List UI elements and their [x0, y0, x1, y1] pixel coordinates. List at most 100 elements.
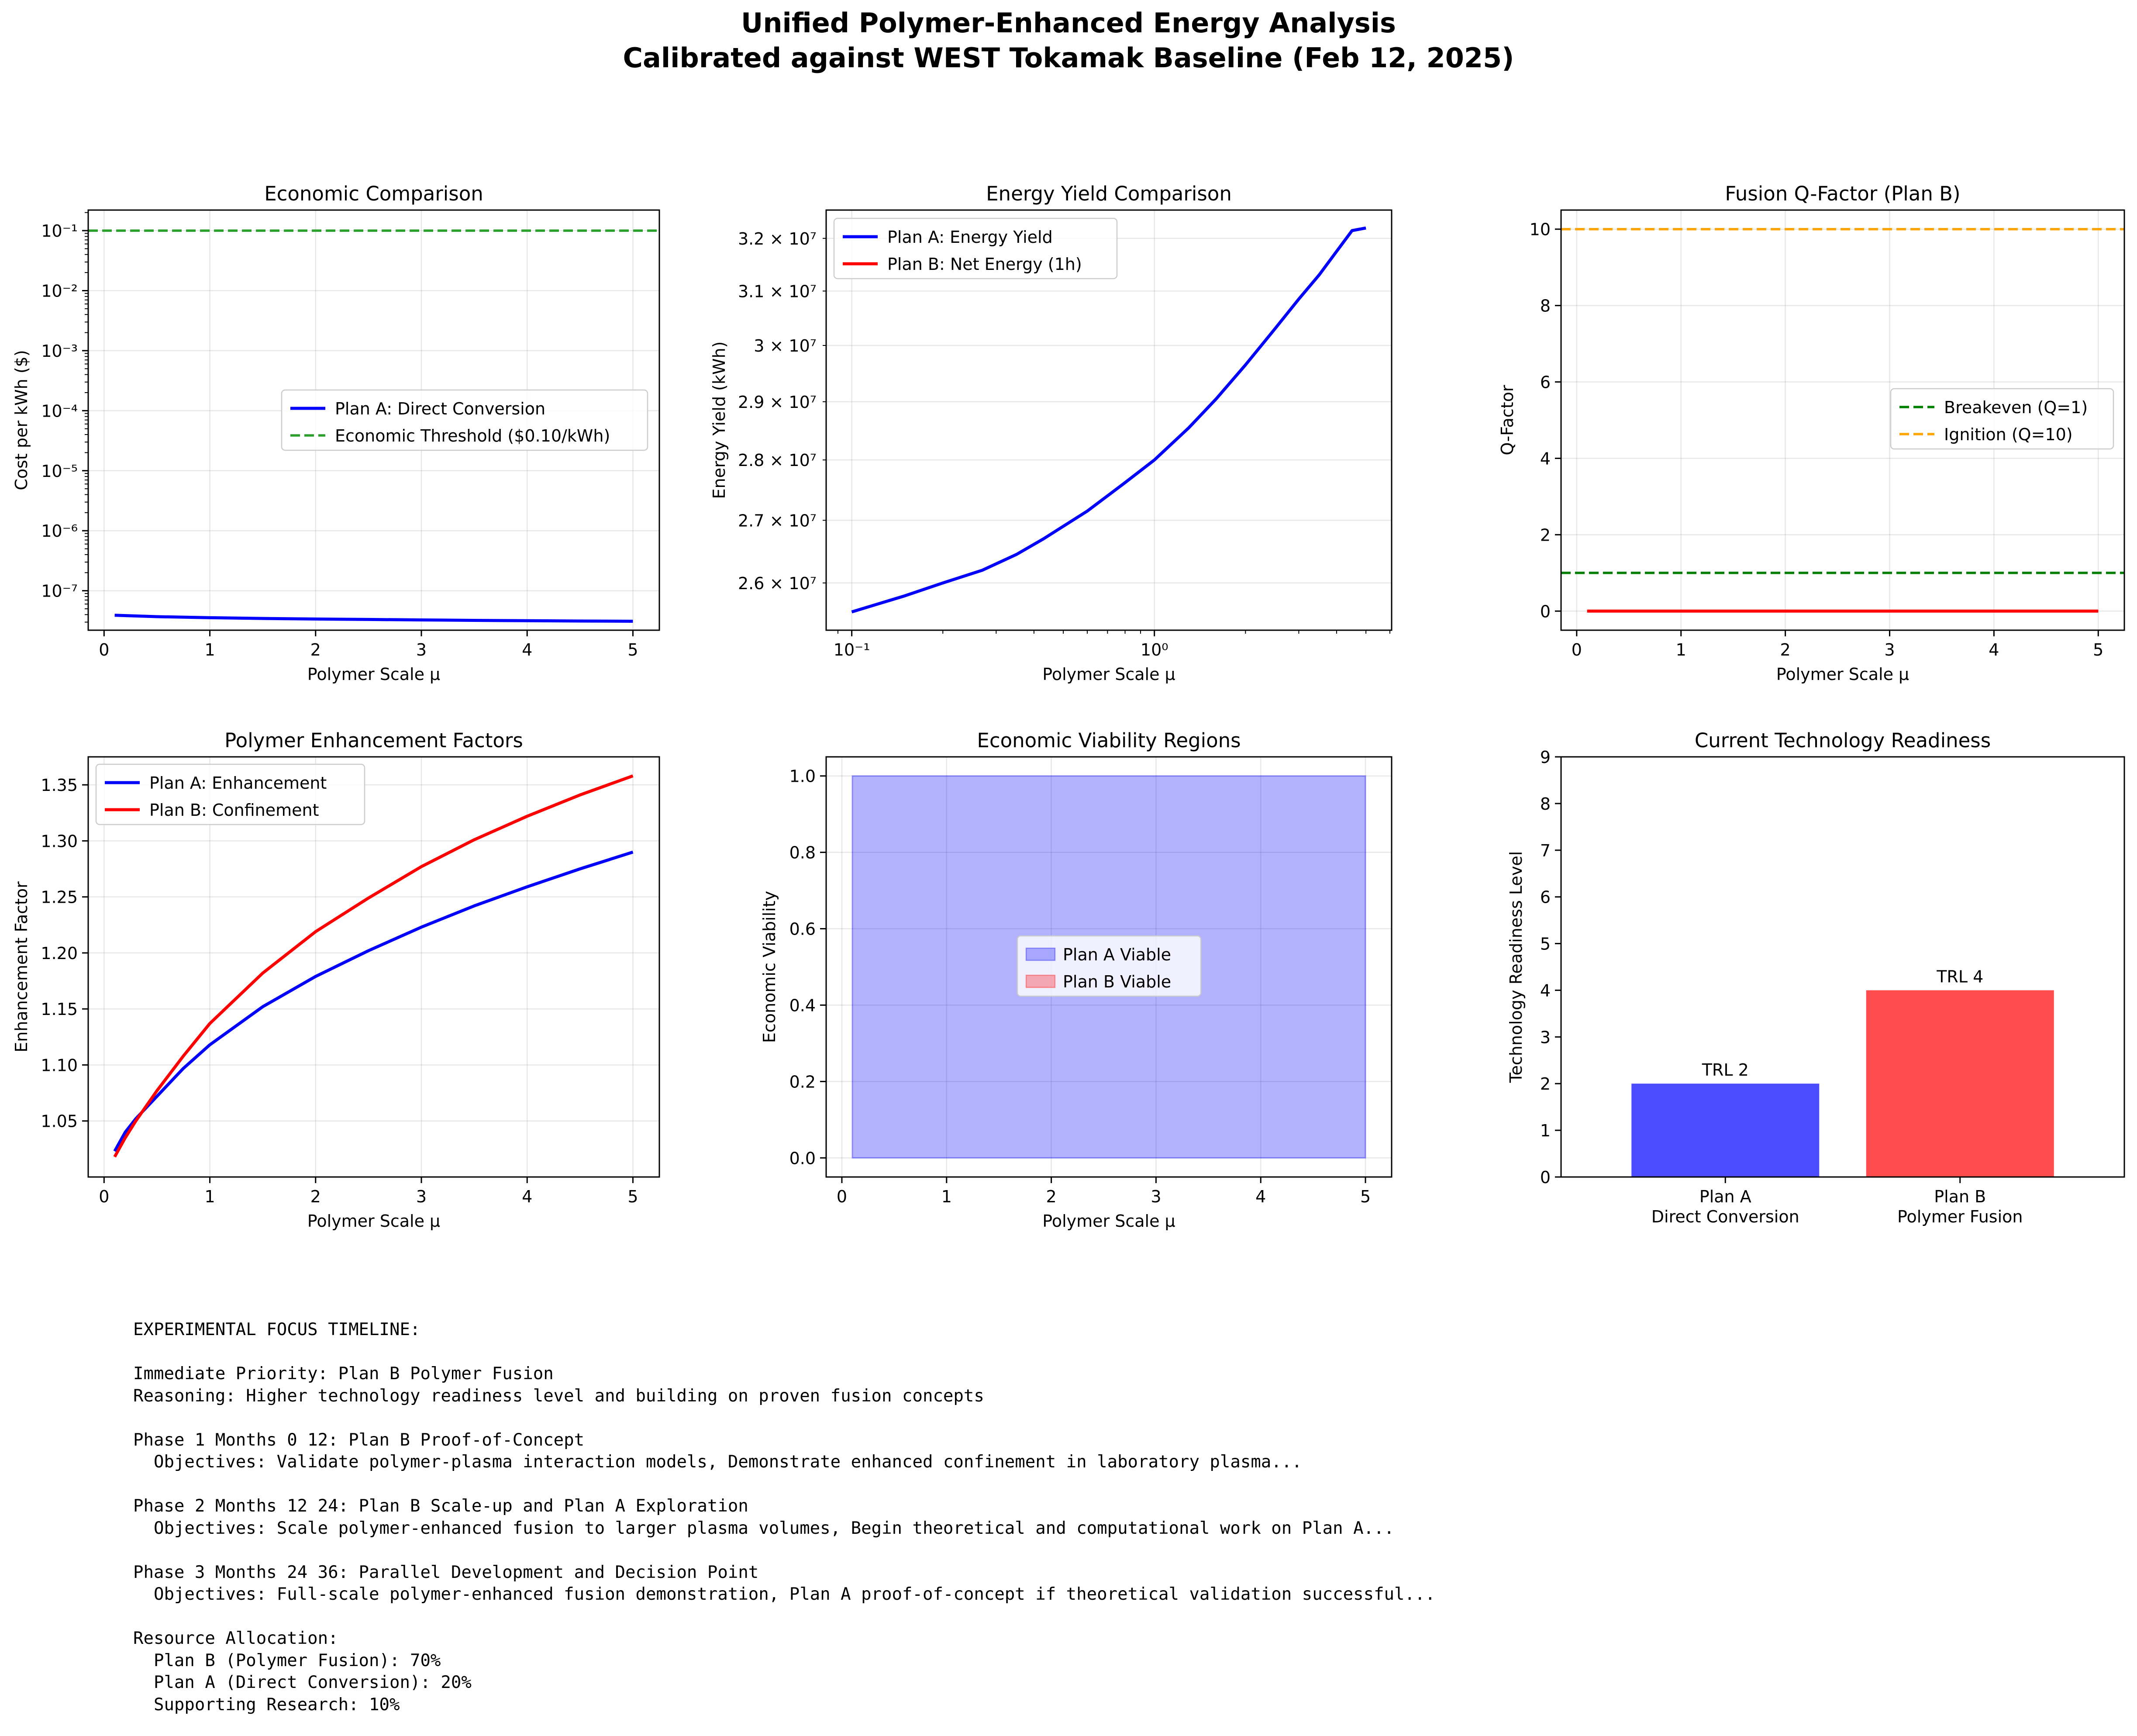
y-tick-label: 9	[1540, 748, 1551, 767]
legend: Plan A: Enhancement Plan B: Confinement	[95, 763, 365, 825]
legend: Plan A Viable Plan B Viable	[1017, 935, 1202, 997]
legend: Plan A: Energy Yield Plan B: Net Energy (…	[833, 217, 1118, 280]
x-tick-label: 2	[310, 1187, 321, 1206]
legend-label: Plan A Viable	[1063, 945, 1171, 964]
x-tick-label: 1	[204, 1187, 215, 1206]
y-axis-label: Enhancement Factor	[12, 881, 31, 1053]
legend-label: Ignition (Q=10)	[1944, 425, 2073, 444]
legend-box	[1890, 388, 2114, 450]
y-tick-label: 7	[1540, 841, 1551, 860]
x-tick-label: 5	[627, 1187, 638, 1206]
x-tick-label: 4	[1989, 640, 1999, 659]
legend-swatch	[1025, 947, 1056, 961]
x-tick-label: 10⁻¹	[834, 640, 870, 659]
legend-box	[281, 389, 648, 451]
figure-title-line1: Unified Polymer-Enhanced Energy Analysis	[741, 7, 1396, 39]
y-tick-label: 0.8	[789, 843, 816, 863]
panel-title: Economic Comparison	[264, 182, 483, 205]
series-line-plan-b-confinement	[113, 774, 634, 1158]
panel-energy: 10⁻¹ 10⁰ 2.6 × 10⁷ 2.7 × 10⁷ 2.8 × 10⁷ 2.9 × …	[710, 182, 1392, 684]
y-tick-label: 10⁻¹	[41, 221, 78, 241]
y-tick-label: 2.6 × 10⁷	[738, 574, 817, 593]
legend-box	[95, 763, 365, 825]
y-tick-label: 2	[1540, 1074, 1551, 1094]
y-tick-label: 0	[1540, 1168, 1551, 1187]
y-tick-label: 10⁻²	[41, 281, 78, 300]
x-tick-label: 2	[1780, 640, 1791, 659]
x-tick-label: Plan A	[1699, 1187, 1751, 1206]
y-tick-label: 6	[1540, 373, 1551, 392]
chart-marks	[851, 226, 1366, 614]
experimental-timeline: EXPERIMENTAL FOCUS TIMELINE: Immediate P…	[133, 1319, 1435, 1716]
timeline-phase1-title: Phase 1 Months 0 12: Plan B Proof-of-Con…	[133, 1430, 585, 1450]
timeline-priority: Immediate Priority: Plan B Polymer Fusio…	[133, 1364, 554, 1384]
y-tick-label: 1.10	[41, 1056, 78, 1075]
y-axis-label: Cost per kWh ($)	[12, 350, 31, 490]
y-tick-label: 4	[1540, 449, 1551, 468]
y-tick-label: 2	[1540, 525, 1551, 545]
tick-labels: 0 1 2 3 4 5 0.0 0.2 0.4 0.6 0.8 1.0	[789, 767, 1371, 1206]
plot-area	[826, 210, 1392, 630]
panel-enhancement: 0 1 2 3 4 5 1.05 1.10 1.15 1.20 1.25 1.30 1.35 Polyme…	[12, 729, 660, 1231]
panel-title: Fusion Q-Factor (Plan B)	[1725, 182, 1960, 205]
legend: Breakeven (Q=1) Ignition (Q=10)	[1890, 388, 2114, 450]
x-tick-label: 4	[1255, 1187, 1266, 1206]
timeline-heading: EXPERIMENTAL FOCUS TIMELINE:	[133, 1320, 421, 1339]
x-tick-label: Plan B	[1934, 1187, 1986, 1206]
axes-frame	[825, 209, 1392, 631]
x-tick-label: 3	[1884, 640, 1895, 659]
x-tick-label: 1	[941, 1187, 952, 1206]
x-tick-label: 1	[1676, 640, 1686, 659]
x-axis-label: Polymer Scale μ	[1042, 1211, 1175, 1231]
y-tick-label: 1.25	[41, 888, 78, 907]
x-axis-label: Polymer Scale μ	[1776, 665, 1909, 684]
chart-marks	[88, 229, 659, 623]
timeline-resources-heading: Resource Allocation:	[133, 1629, 338, 1648]
timeline-phase3-title: Phase 3 Months 24 36: Parallel Developme…	[133, 1562, 759, 1582]
legend-swatch	[1025, 974, 1056, 988]
y-tick-label: 8	[1540, 297, 1551, 316]
x-tick-label: 0	[1572, 640, 1582, 659]
figure-title-line2: Calibrated against WEST Tokamak Baseline…	[623, 42, 1514, 74]
series-line-plan-a-direct-conversion	[114, 614, 633, 623]
y-tick-label: 1	[1540, 1121, 1551, 1140]
y-tick-label: 4	[1540, 981, 1551, 1000]
x-tick-label: 5	[627, 640, 638, 659]
x-axis-label: Polymer Scale μ	[307, 1211, 440, 1231]
legend: Plan A: Direct Conversion Economic Thresh…	[281, 389, 648, 451]
chart-marks	[1561, 228, 2124, 613]
y-tick-label: 0.4	[789, 996, 816, 1015]
y-tick-label: 3.2 × 10⁷	[738, 229, 817, 248]
y-tick-label: 10⁻⁵	[41, 462, 78, 481]
y-axis-label: Q-Factor	[1498, 385, 1517, 455]
panel-economic: 0 1 2 3 4 5 10⁻⁷ 10⁻⁶ 10⁻⁵ 10⁻⁴ 10⁻³ 10⁻² 10⁻¹ Econom…	[12, 182, 660, 684]
x-axis-label: Polymer Scale μ	[1042, 665, 1175, 684]
tick-labels: 0 1 2 3 4 5 1.05 1.10 1.15 1.20 1.25 1.30 1.35	[41, 776, 638, 1206]
x-tick-label: 3	[416, 1187, 427, 1206]
x-tick-label: 0	[99, 640, 109, 659]
grid-lines	[826, 757, 1392, 1177]
y-tick-label: 3 × 10⁷	[754, 336, 817, 355]
axes-frame	[87, 209, 660, 631]
y-tick-label: 0.2	[789, 1072, 816, 1091]
tick-labels: 0 1 2 3 4 5 0 2 4 6 8 10	[1530, 220, 2104, 659]
x-tick-label: 3	[1151, 1187, 1161, 1206]
bar-value-label: TRL 2	[1702, 1060, 1749, 1080]
y-tick-label: 2.9 × 10⁷	[738, 393, 817, 412]
timeline-resource-plan-b: Plan B (Polymer Fusion): 70%	[133, 1650, 441, 1670]
y-axis-label: Economic Viability	[760, 891, 779, 1043]
legend-label: Economic Threshold ($0.10/kWh)	[335, 426, 610, 445]
y-tick-label: 0	[1540, 602, 1551, 621]
legend-label: Plan B: Net Energy (1h)	[887, 255, 1082, 274]
y-axis-label: Technology Readiness Level	[1506, 851, 1526, 1083]
x-tick-label: 0	[99, 1187, 109, 1206]
x-tick-label: Direct Conversion	[1651, 1207, 1799, 1226]
y-tick-label: 6	[1540, 888, 1551, 907]
x-tick-label: 1	[204, 640, 215, 659]
chart-marks	[1631, 990, 2054, 1177]
timeline-phase1-objectives: Objectives: Validate polymer-plasma inte…	[133, 1452, 1302, 1472]
timeline-resource-plan-a: Plan A (Direct Conversion): 20%	[133, 1673, 472, 1692]
timeline-phase2-objectives: Objectives: Scale polymer-enhanced fusio…	[133, 1518, 1395, 1538]
